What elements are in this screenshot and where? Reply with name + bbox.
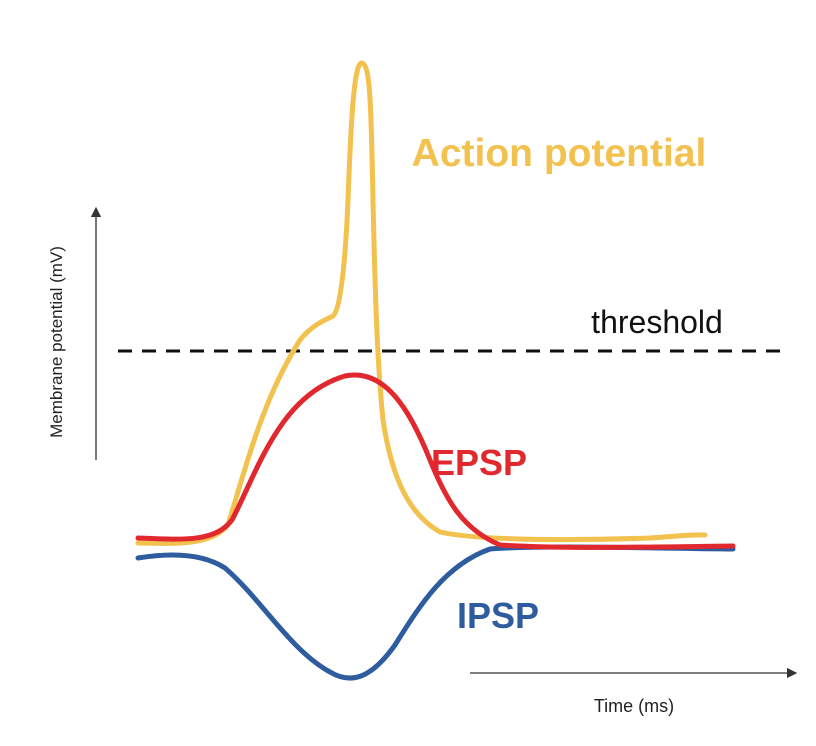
ipsp-curve [135, 544, 736, 681]
action-potential-label: Action potential [412, 132, 707, 175]
x-axis-label: Time (ms) [594, 696, 674, 716]
epsp-label: EPSP [431, 442, 527, 483]
ipsp-label: IPSP [457, 595, 539, 636]
threshold-label: threshold [591, 304, 723, 340]
action-potential-curve [135, 60, 708, 546]
y-axis-label: Membrane potential (mV) [47, 246, 66, 438]
epsp-curve [135, 372, 736, 550]
